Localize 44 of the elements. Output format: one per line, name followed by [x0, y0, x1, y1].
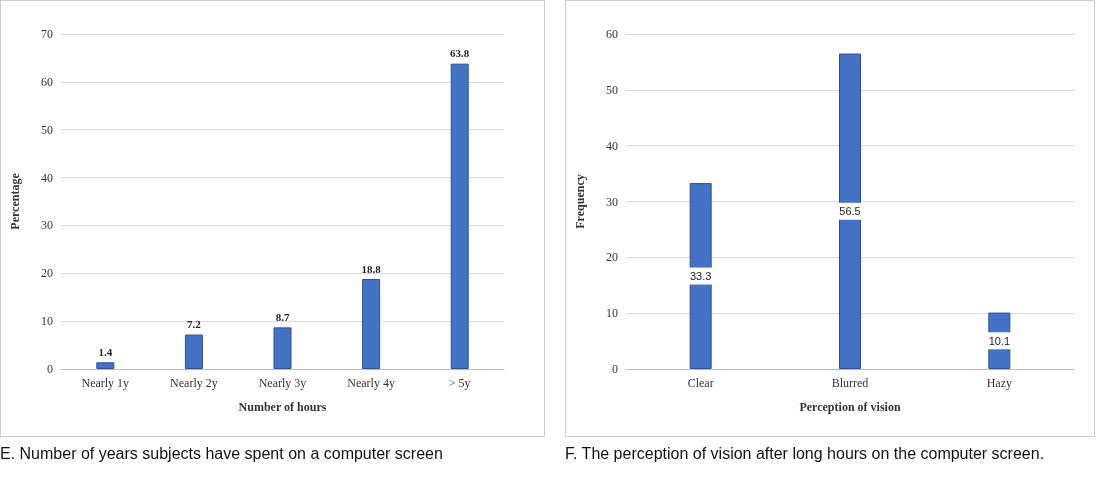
y-tick-label: 60: [41, 74, 53, 89]
data-label: 8.7: [275, 310, 290, 323]
x-tick-label: Nearly 4y: [347, 376, 395, 390]
y-tick-label: 20: [606, 250, 618, 265]
y-tick-label: 40: [606, 138, 618, 153]
bar: [184, 334, 203, 369]
x-tick-label: Hazy: [986, 376, 1012, 390]
data-label: 56.5: [839, 205, 861, 218]
y-tick-label: 30: [41, 218, 53, 233]
bar: [450, 63, 469, 369]
y-tick-label: 10: [41, 314, 53, 329]
y-tick-label: 70: [41, 27, 53, 41]
y-tick-label: 40: [41, 170, 53, 185]
bar: [689, 183, 712, 369]
y-tick-label: 0: [612, 362, 618, 376]
y-tick-label: 0: [47, 362, 53, 376]
y-tick-label: 50: [606, 82, 618, 97]
x-axis-title: Number of hours: [238, 400, 327, 414]
bar: [96, 362, 115, 369]
y-axis-title: Frequency: [573, 174, 587, 229]
y-tick-label: 30: [606, 194, 618, 209]
bar: [273, 327, 292, 369]
x-tick-label: Nearly 3y: [258, 376, 307, 390]
bar: [362, 279, 381, 369]
x-tick-label: Nearly 1y: [81, 376, 130, 390]
x-tick-label: Clear: [687, 376, 714, 390]
y-axis-title: Percentage: [8, 172, 22, 230]
y-tick-label: 50: [41, 122, 53, 137]
data-label: 1.4: [98, 345, 113, 358]
y-tick-label: 10: [606, 306, 618, 321]
text: E. Number of years subjects have spent on a computer screen: [0, 445, 444, 463]
data-label: 10.1: [988, 334, 1011, 347]
data-label: 63.8: [450, 47, 470, 60]
data-label: 33.3: [689, 270, 712, 283]
y-tick-label: 60: [606, 27, 618, 41]
x-tick-label: Blurred: [831, 376, 869, 390]
x-tick-label: > 5y: [448, 376, 471, 390]
y-tick-label: 20: [41, 266, 53, 281]
bar: [839, 53, 861, 369]
x-axis-title: Perception of vision: [799, 400, 901, 414]
data-label: 18.8: [361, 262, 382, 275]
text: F. The perception of vision after long hours on the computer screen.: [565, 445, 1046, 463]
data-label: 7.2: [187, 318, 202, 331]
x-tick-label: Nearly 2y: [170, 376, 218, 390]
